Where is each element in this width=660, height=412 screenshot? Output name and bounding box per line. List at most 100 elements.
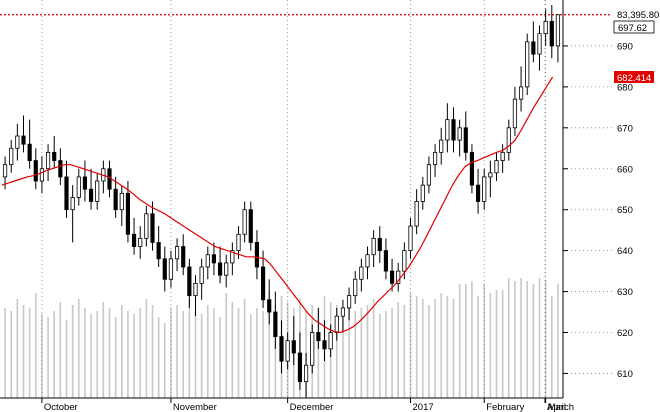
candle-body [205, 254, 210, 268]
candle-body [475, 184, 481, 202]
candle-body [500, 151, 505, 161]
candle-body [52, 151, 57, 161]
candle-body [555, 14, 561, 47]
candle-body [531, 41, 536, 55]
candle-body [512, 98, 518, 129]
candle-body [45, 151, 51, 170]
x-tick-label: March [548, 402, 574, 412]
x-tick-label: October [44, 402, 78, 412]
candle-body [451, 119, 456, 141]
y-tick-label: 640 [617, 246, 633, 257]
candle-body [236, 233, 241, 252]
candle-body [383, 250, 389, 272]
candle-body [396, 270, 401, 284]
candle-body [267, 299, 272, 313]
candle-body [488, 172, 493, 178]
candle-body [70, 197, 75, 211]
candle-body [506, 127, 511, 153]
candle-body [174, 246, 180, 260]
candle-body [156, 242, 161, 260]
volume-layer [4, 278, 559, 398]
candle-body [88, 188, 94, 202]
candle-body [353, 278, 358, 297]
y-tick-label: 630 [617, 287, 633, 298]
candle-body [359, 266, 364, 280]
candle-body [328, 332, 333, 350]
candle-body [346, 295, 352, 309]
candle-body [537, 33, 542, 55]
candle-body [138, 237, 143, 247]
candle-body [322, 340, 327, 350]
candle-body [279, 336, 284, 362]
candle-body [408, 225, 413, 252]
candle-body [439, 139, 444, 153]
candle-body [58, 160, 63, 178]
candle-body [377, 237, 382, 252]
candle-body [211, 254, 217, 264]
candle-body [469, 151, 475, 186]
candle-body [365, 254, 370, 268]
candle-body [181, 246, 186, 268]
candle-body [217, 262, 223, 276]
candle-body [95, 180, 100, 202]
x-tick-label: February [486, 402, 524, 412]
candle-body [482, 176, 487, 202]
y-tick-label: 660 [617, 164, 633, 175]
candle-body [303, 364, 309, 383]
candle-body [420, 184, 425, 202]
volume-value-label: 83,395.80 [617, 10, 659, 21]
candle-body [549, 20, 554, 47]
candle-body [76, 176, 81, 198]
candle-body [113, 188, 118, 211]
y-tick-label: 610 [617, 369, 633, 380]
candle-body [15, 135, 20, 149]
candle-body [414, 201, 419, 227]
candle-body [9, 147, 14, 166]
candle-body [285, 340, 290, 362]
x-tick-label: November [173, 402, 217, 412]
candle-body [144, 213, 149, 239]
candle-body [525, 41, 530, 88]
candle-body [316, 332, 321, 342]
candle-body [21, 135, 26, 145]
candlestick-layer [2, 5, 561, 398]
candle-body [334, 315, 339, 333]
candle-body [254, 242, 260, 268]
y-tick-label: 650 [617, 205, 633, 216]
candle-body [248, 209, 253, 243]
candle-body [39, 168, 45, 182]
last-price-label: 697.62 [618, 23, 647, 34]
candle-body [426, 164, 432, 186]
candle-body [273, 311, 278, 337]
candle-body [33, 160, 38, 182]
last-price-badge [613, 20, 655, 34]
candle-body [64, 176, 69, 211]
x-tick-label: 2017 [413, 402, 434, 412]
candle-body [494, 160, 499, 174]
candle-body [230, 250, 235, 264]
candle-body [543, 20, 548, 35]
x-tick-label: December [290, 402, 334, 412]
candle-body [199, 266, 204, 284]
candle-body [2, 164, 8, 178]
y-tick-label: 670 [617, 123, 633, 134]
candle-body [340, 307, 346, 317]
candle-body [150, 213, 155, 243]
candle-body [193, 282, 198, 297]
candle-body [463, 127, 468, 153]
candle-body [310, 332, 315, 366]
y-tick-label: 690 [617, 41, 633, 52]
candle-body [291, 340, 296, 354]
candle-body [297, 352, 303, 383]
candle-body [224, 262, 229, 276]
candle-body [131, 233, 137, 247]
candle-body [432, 151, 438, 166]
candle-body [162, 258, 167, 280]
candle-body [82, 176, 88, 190]
candle-body [402, 250, 407, 272]
ma-value-label: 682.414 [617, 73, 651, 84]
candle-body [168, 258, 174, 280]
candle-body [445, 119, 450, 141]
